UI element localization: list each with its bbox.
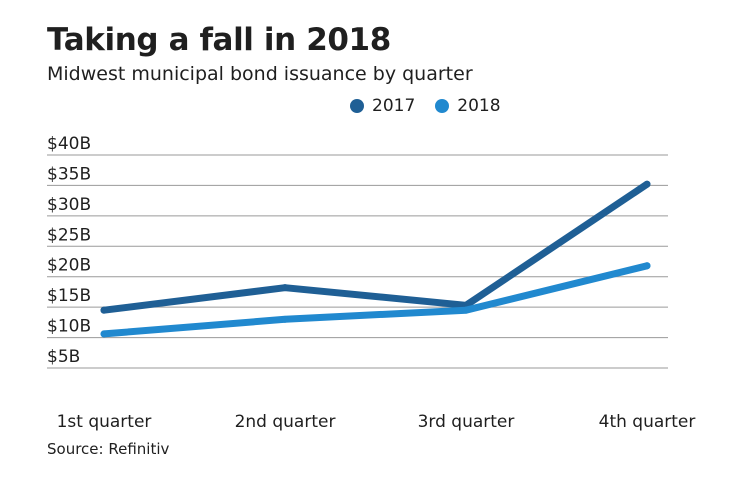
legend-label-2017: 2017: [372, 96, 416, 116]
data-point-2017-1: [100, 306, 108, 314]
y-tick-label: $15B: [47, 286, 91, 306]
data-point-2018-2: [281, 315, 289, 323]
data-point-2018-3: [462, 306, 470, 314]
series-line-2018: [100, 262, 651, 338]
y-tick-label: $40B: [47, 134, 91, 154]
data-point-2018-1: [100, 330, 108, 338]
y-tick-label: $25B: [47, 225, 91, 245]
legend-marker-2018: [435, 99, 450, 113]
y-tick-label: $10B: [47, 317, 91, 337]
chart-title: Taking a fall in 2018: [47, 22, 391, 58]
data-point-2017-4: [643, 180, 651, 188]
chart-legend: 2017 2018: [350, 96, 521, 116]
legend-marker-2017: [350, 99, 364, 113]
x-tick-label: 1st quarter: [57, 412, 152, 432]
x-tick-label: 3rd quarter: [418, 412, 515, 432]
y-tick-label: $20B: [47, 256, 91, 276]
y-tick-label: $35B: [47, 164, 91, 184]
legend-item-2017: 2017: [350, 96, 415, 116]
data-point-2017-2: [281, 284, 289, 292]
chart-subtitle: Midwest municipal bond issuance by quart…: [47, 63, 473, 85]
y-tick-label: $5B: [47, 347, 80, 367]
source-note: Source: Refinitiv: [47, 440, 170, 458]
y-tick-label: $30B: [47, 195, 91, 215]
x-tick-label: 4th quarter: [599, 412, 696, 432]
data-point-2018-4: [643, 262, 651, 270]
legend-item-2018: 2018: [435, 96, 501, 116]
legend-label-2018: 2018: [457, 96, 501, 116]
series-line-2017: [100, 180, 651, 314]
x-tick-label: 2nd quarter: [235, 412, 336, 432]
